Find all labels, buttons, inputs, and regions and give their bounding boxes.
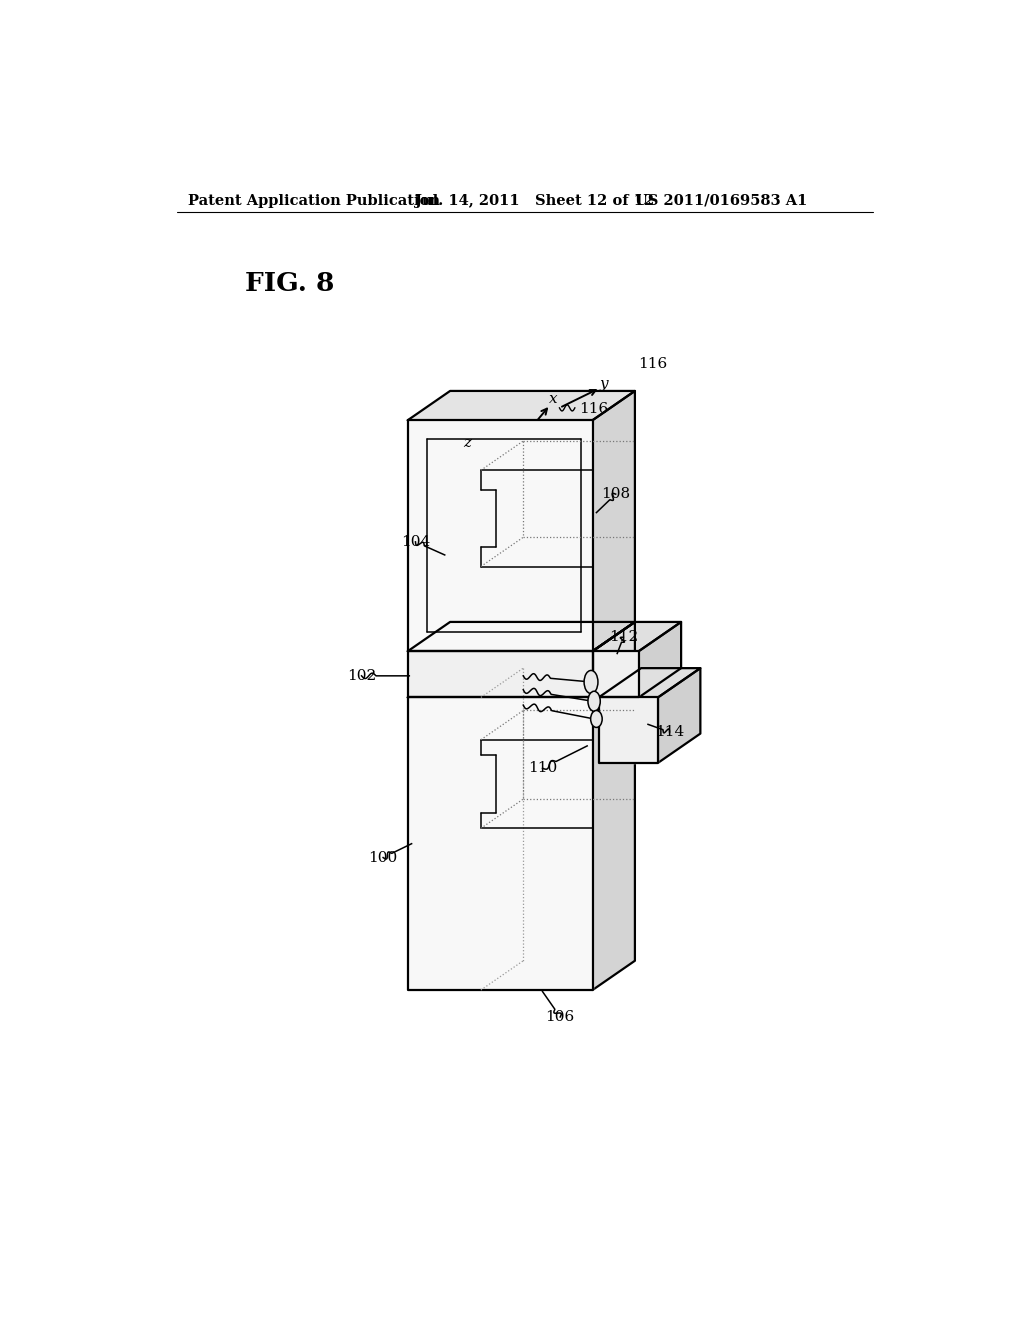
Text: x: x [549,392,558,405]
Text: FIG. 8: FIG. 8 [245,271,334,296]
Polygon shape [593,622,681,651]
Polygon shape [593,391,635,651]
Text: z: z [463,437,471,450]
Polygon shape [599,668,700,697]
Text: 106: 106 [546,1010,574,1024]
Polygon shape [593,651,639,697]
Text: 116: 116 [580,401,608,416]
Polygon shape [408,420,593,651]
Text: 112: 112 [608,631,638,644]
Text: 104: 104 [400,535,430,549]
Text: y: y [600,378,608,391]
Text: 108: 108 [601,487,630,502]
Text: 102: 102 [347,669,376,682]
Ellipse shape [588,692,600,711]
Polygon shape [408,651,593,697]
Text: 114: 114 [655,725,684,739]
Text: 110: 110 [528,762,557,775]
Polygon shape [408,697,593,990]
Text: 116: 116 [638,356,668,371]
Polygon shape [599,697,658,763]
Polygon shape [408,391,635,420]
Ellipse shape [591,710,602,727]
Polygon shape [593,622,635,697]
Text: US 2011/0169583 A1: US 2011/0169583 A1 [635,194,807,207]
Polygon shape [658,668,700,763]
Polygon shape [593,668,635,990]
Text: 100: 100 [369,850,397,865]
Text: Jul. 14, 2011   Sheet 12 of 12: Jul. 14, 2011 Sheet 12 of 12 [416,194,654,207]
Polygon shape [408,622,635,651]
Text: Patent Application Publication: Patent Application Publication [188,194,440,207]
Ellipse shape [584,671,598,693]
Polygon shape [408,668,635,697]
Polygon shape [639,622,681,697]
